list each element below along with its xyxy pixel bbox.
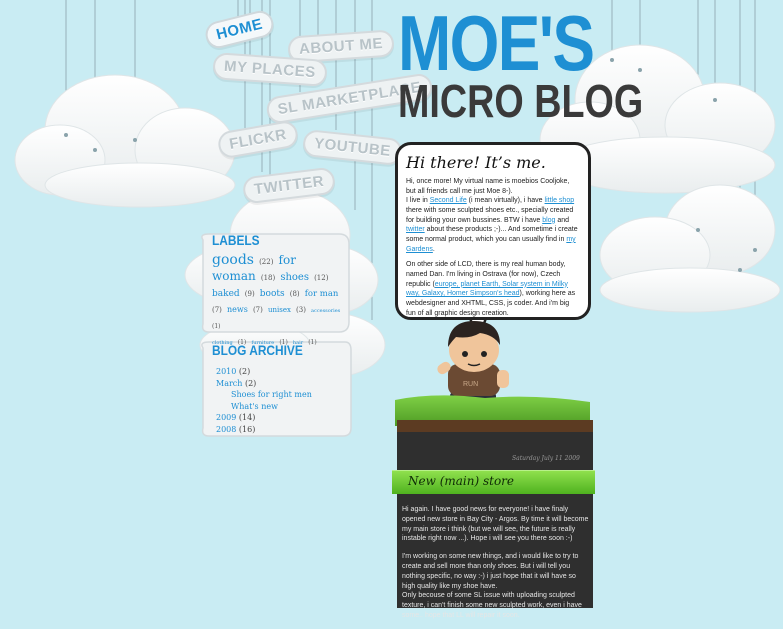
link-twitter[interactable]: twitter: [406, 226, 425, 234]
archive-post-whats-new[interactable]: What's new: [231, 401, 278, 411]
intro-speech-bubble: Hi there! It’s me. Hi, once more! My vir…: [395, 142, 591, 320]
archive-march[interactable]: March: [216, 378, 243, 388]
label-boots[interactable]: boots: [259, 289, 285, 299]
label-shoes[interactable]: shoes: [280, 272, 309, 283]
intro-paragraph-2: On other side of LCD, there is my real h…: [406, 261, 576, 317]
archive-post-shoes[interactable]: Shoes for right men: [231, 390, 312, 400]
post-body: Hi again. I have good news for everyone!…: [402, 505, 590, 629]
label-hair[interactable]: hair: [292, 340, 304, 346]
labels-cloud: goods (22) for woman (18) shoes (12) bak…: [212, 252, 341, 346]
blog-archive: 2010 (2) March (2) Shoes for right men W…: [216, 367, 312, 434]
labels-title: LABELS: [212, 232, 260, 248]
post-title[interactable]: New (main) store: [392, 470, 595, 494]
site-subtitle: MICRO BLOG: [398, 75, 644, 127]
label-clothing[interactable]: clothing: [212, 340, 233, 346]
link-blog[interactable]: blog: [542, 216, 556, 224]
archive-2009[interactable]: 2009: [216, 413, 237, 423]
link-second-life[interactable]: Second Life: [429, 197, 467, 205]
label-news[interactable]: news: [227, 305, 248, 314]
label-for-man[interactable]: for man: [304, 289, 339, 299]
post-paragraph: I'm working on some new things, and i wo…: [402, 553, 582, 619]
intro-paragraph-1: Hi, once more! My virtual name is moebio…: [406, 178, 578, 253]
link-little-shop[interactable]: little shop: [544, 197, 575, 205]
post-paragraph: Hi again. I have good news for everyone!…: [402, 506, 589, 543]
label-unisex[interactable]: unisex: [267, 306, 291, 314]
label-goods[interactable]: goods: [212, 252, 254, 268]
intro-heading: Hi there! It’s me.: [406, 153, 546, 172]
background-scene: RUN: [14, 0, 781, 608]
post-date: Saturday July 11 2009: [512, 455, 580, 462]
label-furniture[interactable]: furniture: [251, 340, 275, 346]
link-location[interactable]: europe, planet Earth, Solar system in Mi…: [406, 280, 568, 298]
link-my-gardens[interactable]: my Gardens: [406, 235, 576, 253]
archive-2010[interactable]: 2010: [216, 367, 237, 376]
archive-2008[interactable]: 2008: [216, 424, 237, 434]
svg-text:RUN: RUN: [463, 381, 478, 388]
avatar-character: RUN: [437, 321, 509, 409]
site-title: MOE'S: [398, 0, 595, 87]
archive-title: BLOG ARCHIVE: [212, 342, 303, 358]
label-baked[interactable]: baked: [212, 289, 240, 299]
label-accessories[interactable]: accessories: [311, 308, 341, 314]
label-for-woman[interactable]: for woman: [212, 253, 296, 283]
